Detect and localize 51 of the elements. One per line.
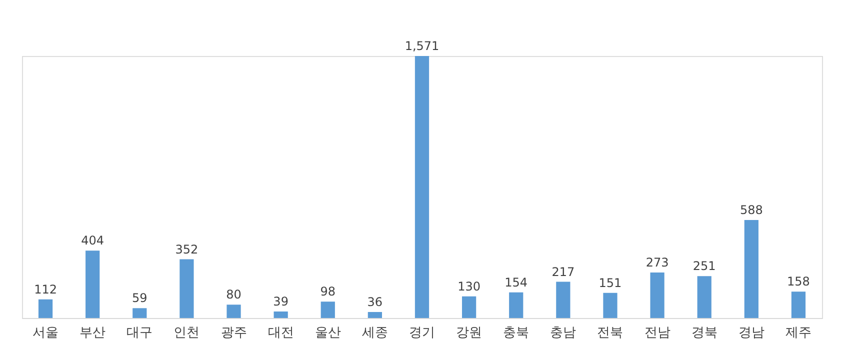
bar — [650, 272, 664, 318]
data-label: 112 — [34, 282, 57, 296]
x-tick-label: 제주 — [785, 326, 812, 340]
bar — [132, 308, 147, 318]
data-label: 80 — [226, 288, 242, 302]
x-tick-label: 경기 — [409, 326, 435, 340]
x-tick-label: 세종 — [362, 326, 388, 340]
data-label: 251 — [692, 259, 716, 274]
data-label: 404 — [81, 234, 104, 248]
x-tick-label: 부산 — [80, 326, 106, 340]
data-label: 39 — [273, 294, 288, 308]
x-tick-label: 경북 — [691, 326, 718, 340]
x-tick-label: 대전 — [268, 326, 294, 340]
data-label: 154 — [504, 275, 528, 290]
data-label: 588 — [740, 202, 763, 217]
data-label: 59 — [132, 291, 148, 306]
data-label: 36 — [367, 294, 383, 309]
x-tick-label: 전남 — [644, 326, 670, 340]
x-tick-label: 대구 — [126, 326, 153, 340]
data-label: 130 — [458, 279, 481, 294]
bar — [180, 259, 194, 318]
bar — [320, 302, 335, 318]
x-tick-label: 충남 — [550, 326, 576, 340]
x-tick-label: 충북 — [503, 326, 530, 340]
data-label: 151 — [598, 276, 622, 290]
bar — [226, 304, 241, 318]
bar — [509, 292, 524, 318]
bar — [697, 276, 712, 318]
data-label: 1,571 — [404, 39, 440, 53]
bar — [744, 220, 758, 318]
data-label: 98 — [320, 284, 336, 299]
bar — [368, 312, 382, 318]
x-tick-label: 광주 — [220, 326, 247, 340]
bar — [603, 292, 618, 318]
x-tick-label: 인천 — [174, 326, 200, 340]
x-tick-label: 경남 — [738, 326, 764, 340]
data-label: 352 — [175, 242, 198, 256]
bar — [38, 299, 53, 318]
bar — [86, 250, 100, 318]
data-label: 158 — [787, 274, 810, 289]
data-label: 217 — [552, 264, 575, 279]
bar — [414, 56, 430, 318]
bar — [462, 296, 476, 318]
x-tick-label: 울산 — [314, 326, 341, 340]
x-tick-label: 서울 — [32, 326, 59, 340]
bar — [556, 282, 570, 318]
data-label: 273 — [646, 255, 669, 270]
x-tick-label: 전북 — [597, 326, 624, 340]
bar — [791, 292, 806, 318]
bar — [274, 311, 288, 318]
x-tick-label: 강원 — [456, 326, 482, 340]
